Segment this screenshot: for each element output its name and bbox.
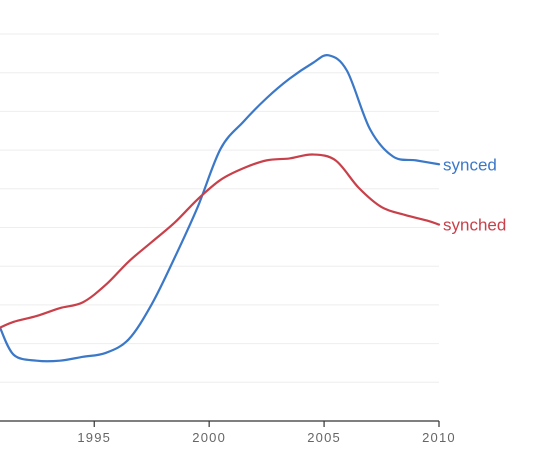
grid-lines: [0, 33, 439, 383]
x-tick-label: 2010: [422, 430, 456, 445]
series-labels: synced synched: [443, 155, 506, 234]
series-lines: [0, 54, 441, 363]
series-line-synced: [0, 54, 441, 363]
x-tick-label: 1995: [77, 430, 111, 445]
x-tick-label: 2005: [307, 430, 341, 445]
x-axis: 1995 2000 2005 2010: [0, 420, 456, 445]
series-label-synched: synched: [443, 216, 506, 235]
x-tick-label: 2000: [192, 430, 226, 445]
series-label-synced: synced: [443, 155, 497, 174]
series-line-synched: [0, 153, 441, 329]
